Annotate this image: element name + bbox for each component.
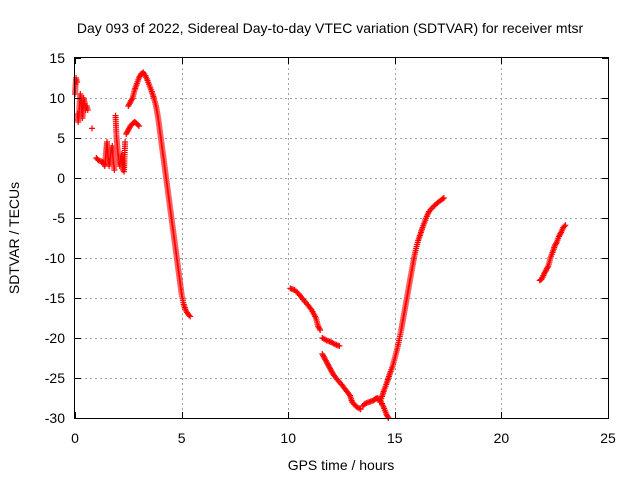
data-point [89, 125, 96, 132]
y-axis-label: SDTVAR / TECUs [6, 182, 22, 294]
x-tick-label: 15 [387, 430, 403, 446]
data-point [317, 327, 324, 333]
chart-title: Day 093 of 2022, Sidereal Day-to-day VTE… [77, 20, 584, 36]
data-point [553, 240, 560, 247]
data-point [135, 123, 142, 129]
y-tick-label: 10 [49, 90, 65, 106]
data-point [544, 264, 551, 271]
data-point [187, 313, 194, 320]
data-point [74, 79, 81, 85]
data-point [357, 406, 364, 413]
y-tick-label: -10 [45, 250, 65, 266]
axis-ticks [75, 58, 609, 419]
data-point [561, 223, 568, 230]
data-point [128, 96, 135, 103]
data-point [439, 195, 446, 202]
x-axis-label: GPS time / hours [288, 457, 395, 473]
x-tick-label: 0 [71, 430, 79, 446]
data-point [440, 195, 447, 201]
data-point [336, 343, 343, 349]
y-tick-label: -5 [53, 210, 66, 226]
data-point [134, 121, 141, 128]
grid-lines [75, 58, 608, 418]
data-point [84, 107, 91, 113]
y-tick-label: -15 [45, 290, 65, 306]
data-point [186, 312, 193, 319]
data-points [72, 69, 569, 421]
y-tick-label: 0 [57, 170, 65, 186]
y-tick-label: -20 [45, 330, 65, 346]
plot-frame [74, 57, 609, 419]
x-tick-label: 25 [600, 430, 616, 446]
data-point [562, 222, 569, 229]
y-tick-label: 15 [49, 50, 65, 66]
y-tick-label: 5 [57, 130, 65, 146]
x-tick-label: 20 [494, 430, 510, 446]
tick-labels: 0 5 10 15 20 25 -30 -25 -20 -15 -10 -5 0 5 10 15 [45, 50, 616, 446]
x-tick-label: 5 [178, 430, 186, 446]
data-point [122, 139, 129, 145]
data-point [101, 161, 108, 168]
y-tick-label: -25 [45, 370, 65, 386]
x-tick-label: 10 [280, 430, 296, 446]
data-point [316, 325, 323, 332]
data-point [111, 167, 118, 173]
y-tick-label: -30 [45, 410, 65, 426]
